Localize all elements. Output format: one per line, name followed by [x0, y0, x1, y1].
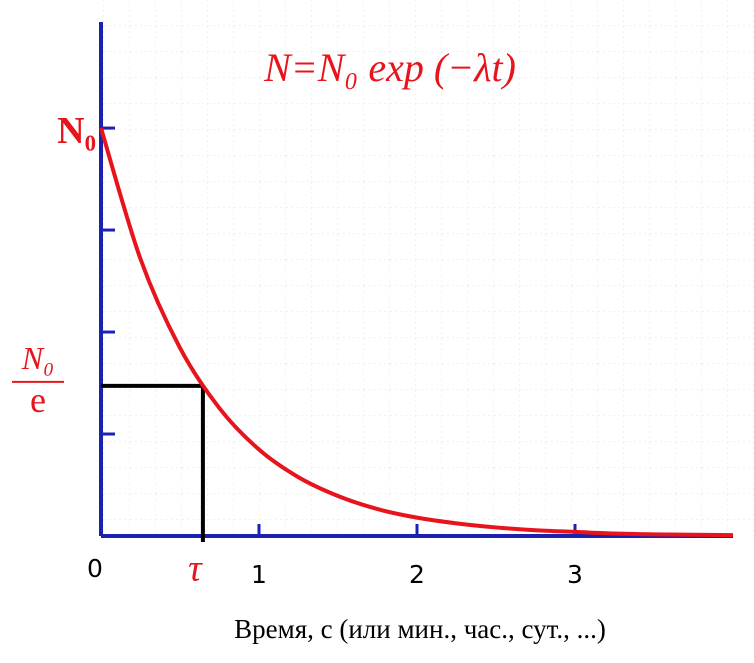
x-axis-label: Время, с (или мин., час., сут., ...): [234, 614, 606, 644]
n0e-denominator: e: [30, 380, 46, 420]
tau-label: τ: [188, 548, 203, 590]
x-tick-label: 1: [251, 560, 267, 589]
y-tick-label: N₀: [57, 110, 96, 152]
x-tick-label: 2: [409, 560, 425, 589]
chart-title: N=N₀ exp (−λt): [263, 45, 516, 90]
n0e-numerator: N₀: [21, 340, 54, 376]
x-tick-label: 3: [567, 560, 583, 589]
x-tick-label: 0: [87, 554, 103, 583]
background-grid: [100, 0, 754, 540]
decay-curve: [99, 127, 734, 538]
